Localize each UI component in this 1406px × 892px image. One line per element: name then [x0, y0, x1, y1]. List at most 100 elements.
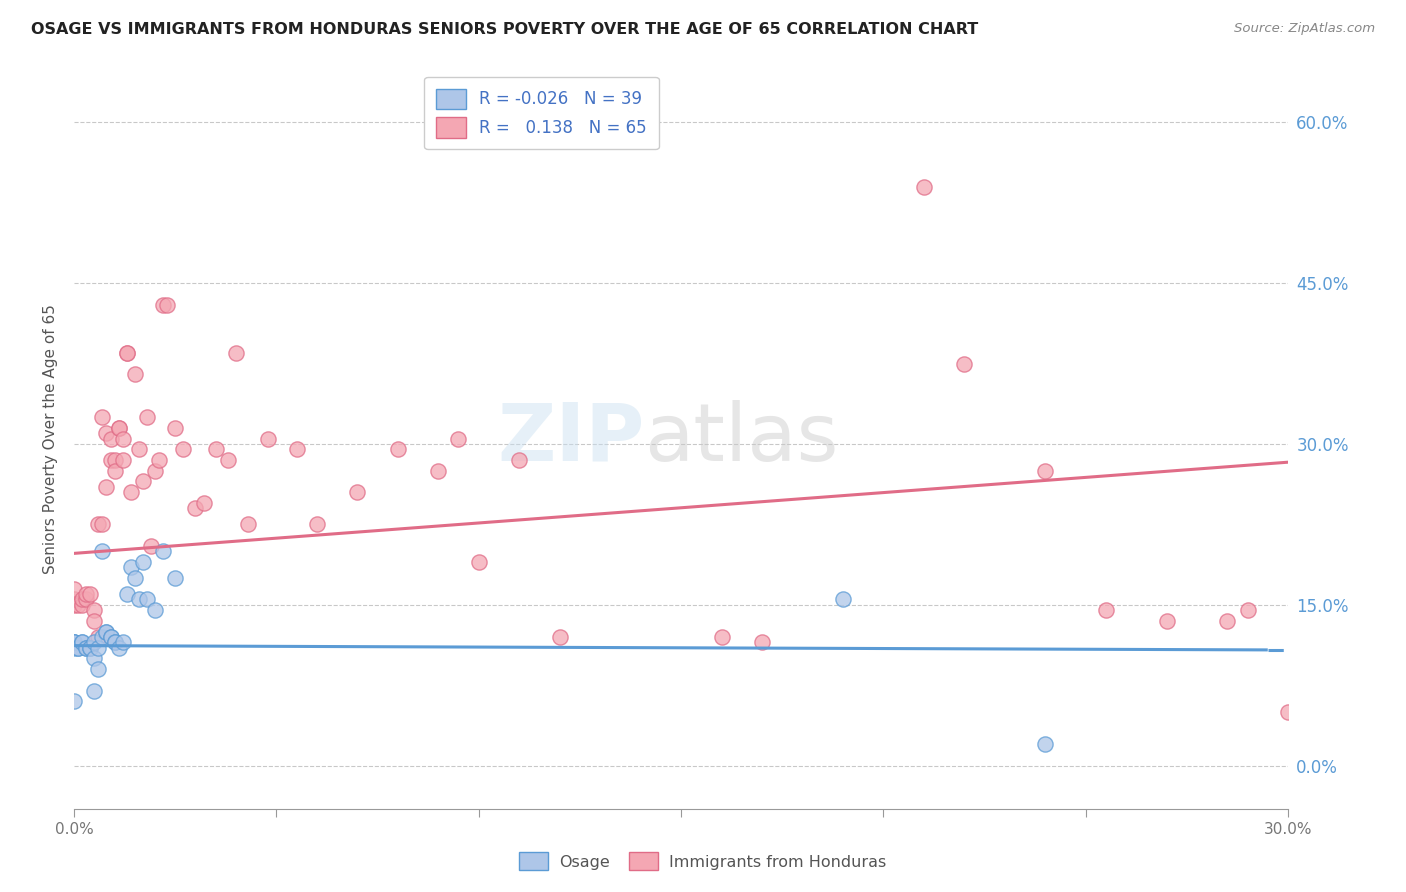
Point: [193, 496, 215, 510]
Point: [91, 410, 114, 425]
Text: atlas: atlas: [644, 400, 839, 477]
Point: [204, 442, 226, 457]
Point: [63, 598, 86, 612]
Point: [100, 432, 122, 446]
Point: [143, 464, 166, 478]
Point: [63, 582, 86, 596]
Point: [63, 635, 86, 649]
Point: [912, 179, 935, 194]
Point: [236, 517, 259, 532]
Point: [427, 464, 450, 478]
Point: [285, 442, 308, 457]
Point: [115, 345, 138, 359]
Point: [111, 635, 134, 649]
Text: OSAGE VS IMMIGRANTS FROM HONDURAS SENIORS POVERTY OVER THE AGE OF 65 CORRELATION: OSAGE VS IMMIGRANTS FROM HONDURAS SENIOR…: [31, 22, 979, 37]
Text: Source: ZipAtlas.com: Source: ZipAtlas.com: [1234, 22, 1375, 36]
Point: [143, 603, 166, 617]
Text: ZIP: ZIP: [498, 400, 644, 477]
Point: [63, 635, 86, 649]
Point: [165, 571, 187, 585]
Point: [87, 630, 110, 644]
Point: [148, 453, 170, 467]
Point: [156, 297, 179, 311]
Point: [67, 640, 90, 655]
Point: [152, 544, 174, 558]
Point: [100, 630, 122, 644]
Point: [63, 592, 86, 607]
Point: [165, 421, 187, 435]
Point: [257, 432, 280, 446]
Point: [107, 640, 129, 655]
Point: [217, 453, 239, 467]
Point: [1236, 603, 1258, 617]
Point: [63, 635, 86, 649]
Point: [1095, 603, 1118, 617]
Point: [75, 640, 97, 655]
Point: [91, 544, 114, 558]
Point: [103, 464, 125, 478]
Point: [467, 555, 489, 569]
Point: [107, 421, 129, 435]
Point: [63, 640, 86, 655]
Point: [67, 640, 90, 655]
Point: [70, 635, 93, 649]
Point: [103, 635, 125, 649]
Point: [124, 368, 146, 382]
Point: [75, 587, 97, 601]
Point: [75, 592, 97, 607]
Point: [87, 662, 110, 676]
Point: [87, 517, 110, 532]
Point: [115, 587, 138, 601]
Point: [1216, 614, 1239, 628]
Point: [710, 630, 733, 644]
Point: [107, 421, 129, 435]
Point: [75, 640, 97, 655]
Point: [79, 587, 101, 601]
Legend: Osage, Immigrants from Honduras: Osage, Immigrants from Honduras: [513, 846, 893, 877]
Point: [305, 517, 328, 532]
Point: [120, 485, 142, 500]
Point: [83, 651, 105, 665]
Point: [1277, 705, 1299, 719]
Point: [70, 598, 93, 612]
Point: [91, 630, 114, 644]
Point: [132, 555, 155, 569]
Point: [100, 453, 122, 467]
Point: [96, 624, 118, 639]
Point: [128, 592, 150, 607]
Point: [184, 501, 207, 516]
Point: [387, 442, 409, 457]
Point: [87, 640, 110, 655]
Point: [135, 410, 157, 425]
Point: [67, 598, 90, 612]
Point: [139, 539, 162, 553]
Point: [447, 432, 470, 446]
Point: [96, 624, 118, 639]
Point: [79, 640, 101, 655]
Point: [100, 630, 122, 644]
Point: [120, 560, 142, 574]
Point: [111, 432, 134, 446]
Point: [346, 485, 368, 500]
Point: [132, 475, 155, 489]
Point: [135, 592, 157, 607]
Point: [96, 480, 118, 494]
Point: [111, 453, 134, 467]
Point: [508, 453, 530, 467]
Legend: R = -0.026   N = 39, R =   0.138   N = 65: R = -0.026 N = 39, R = 0.138 N = 65: [425, 77, 658, 149]
Point: [63, 694, 86, 708]
Point: [152, 297, 174, 311]
Point: [128, 442, 150, 457]
Point: [124, 571, 146, 585]
Point: [83, 603, 105, 617]
Point: [225, 345, 247, 359]
Point: [91, 517, 114, 532]
Point: [103, 453, 125, 467]
Point: [1033, 464, 1056, 478]
Point: [548, 630, 571, 644]
Point: [83, 683, 105, 698]
Point: [1156, 614, 1178, 628]
Point: [96, 426, 118, 441]
Point: [751, 635, 773, 649]
Y-axis label: Seniors Poverty Over the Age of 65: Seniors Poverty Over the Age of 65: [44, 303, 58, 574]
